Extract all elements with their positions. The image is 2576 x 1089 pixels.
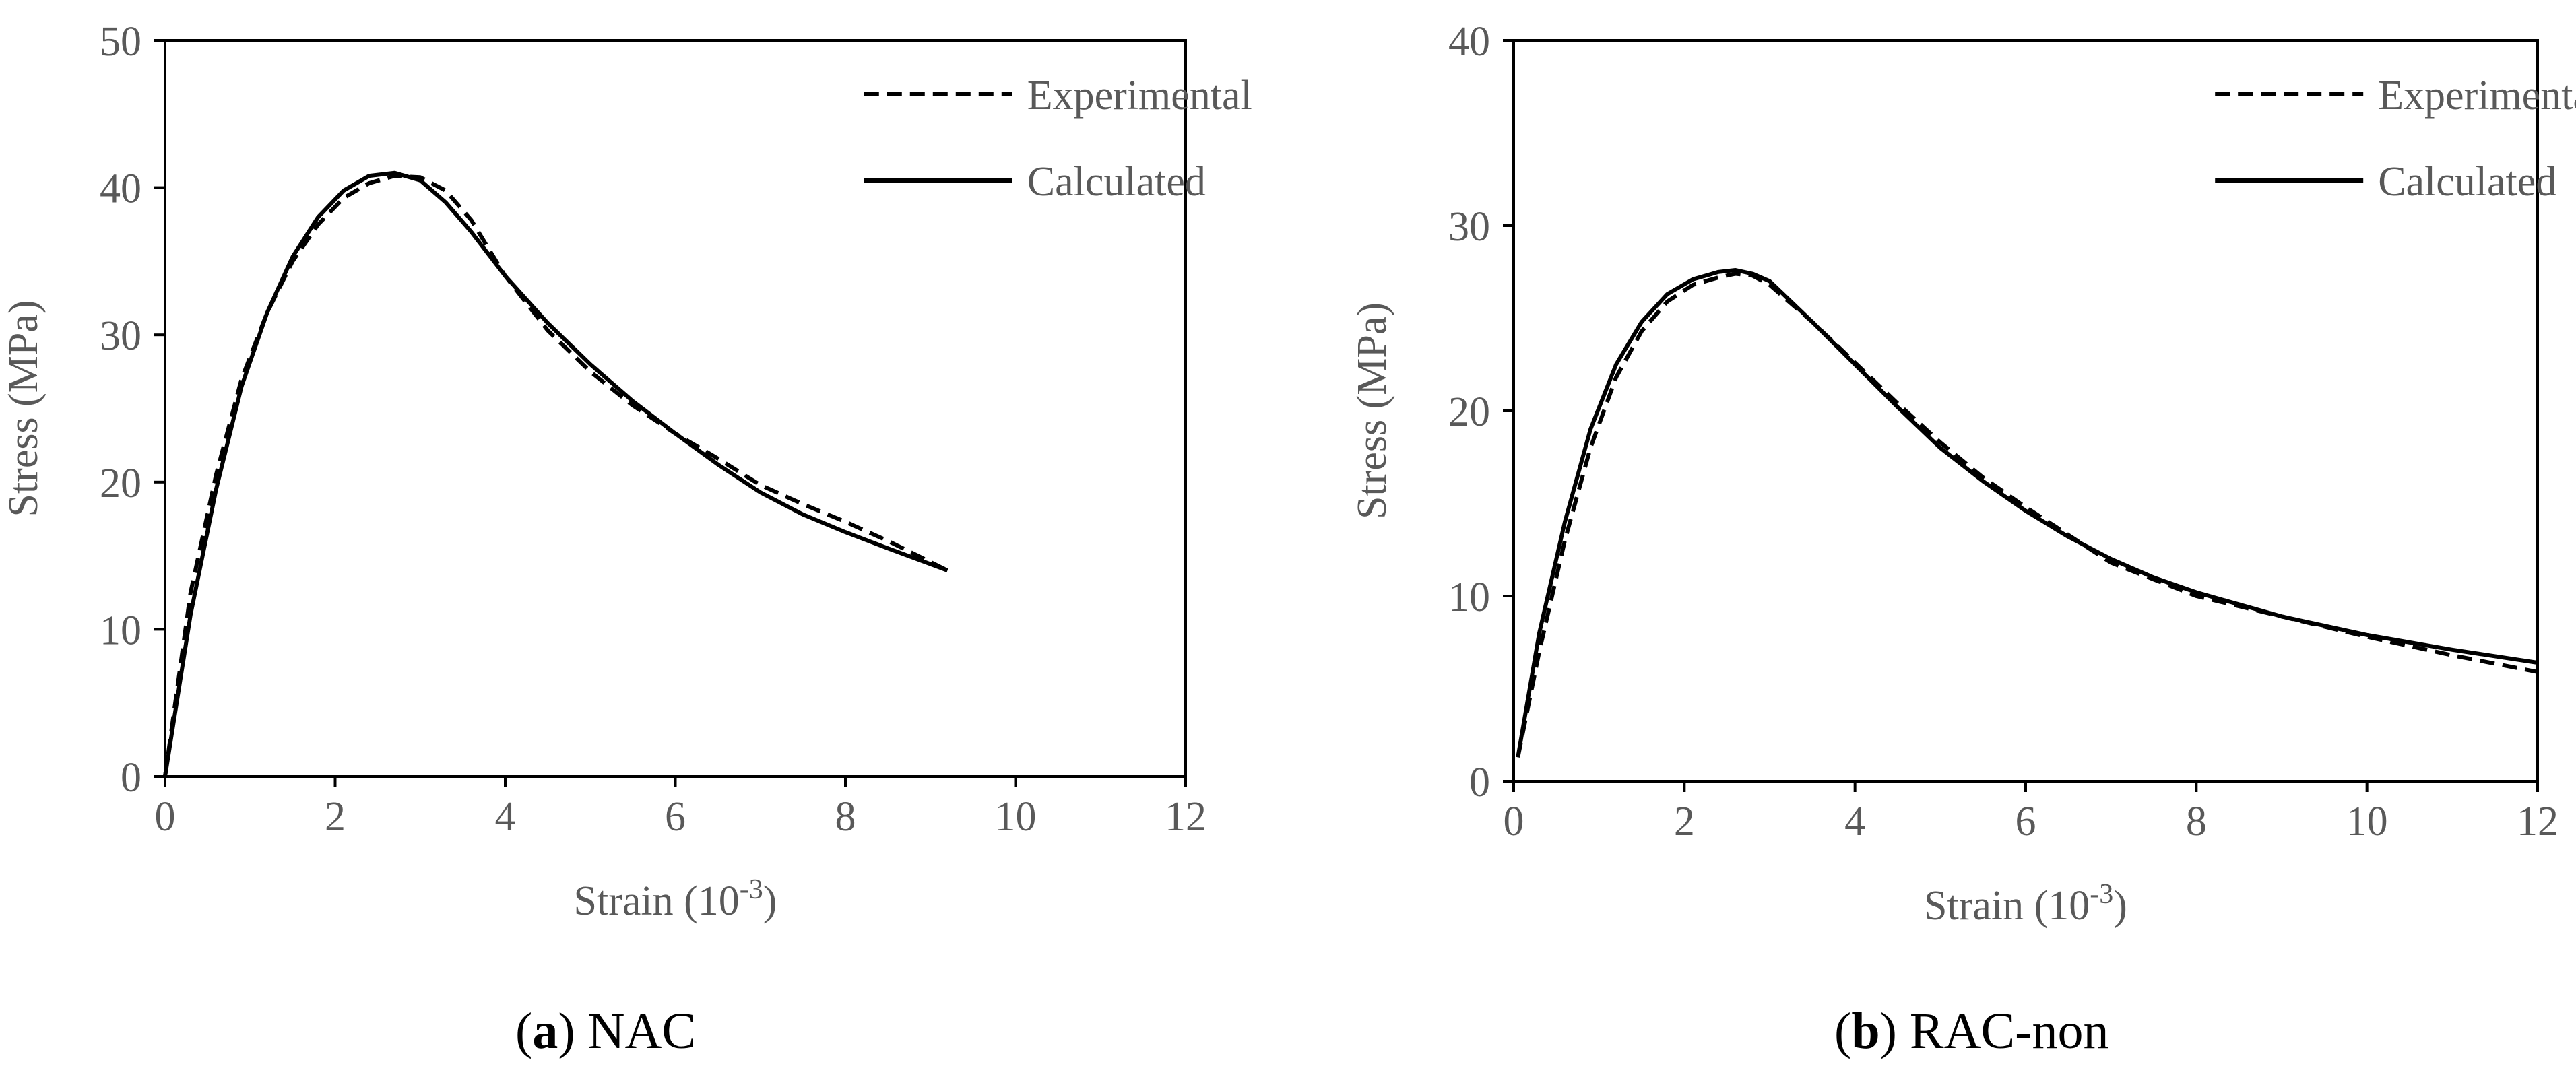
caption-b: (b) RAC-non [1834, 1003, 2109, 1059]
chart-a-frame [164, 39, 1187, 778]
chart-b-x-tick-label: 0 [1504, 799, 1524, 845]
chart-b-x-tick-label: 8 [2186, 799, 2207, 845]
caption-a: (a) NAC [515, 1003, 697, 1059]
chart-a-x-tick-label: 8 [835, 794, 856, 840]
chart-a-series-experimental-line [163, 174, 948, 777]
chart-a-y-tick-label: 30 [100, 313, 141, 359]
chart-b-x-tick-label: 10 [2346, 799, 2388, 845]
caption-b-label: b [1851, 1003, 1880, 1059]
chart-b-plot-area [1512, 39, 2539, 783]
chart-b-y-tick-label: 30 [1448, 204, 1490, 250]
caption-a-label: a [532, 1003, 558, 1059]
chart-b-x-axis-label: Strain (10-3) [1924, 879, 2127, 929]
chart-b-series [1516, 268, 2538, 758]
chart-a-x-tick-label: 10 [995, 794, 1037, 840]
chart-b-y-tick-label: 40 [1448, 19, 1490, 65]
chart-a-y-tick-label: 0 [121, 755, 141, 801]
chart-b-y-tick-label: 0 [1469, 760, 1490, 805]
chart-b-y-axis-label: Stress (MPa) [1349, 302, 1395, 519]
chart-a-x-tick-label: 2 [325, 794, 346, 840]
chart-a-x-axis: 0 2 4 6 8 10 12 [155, 777, 1206, 840]
chart-a-series-calculated-line [163, 170, 948, 777]
chart-a-x-tick-label: 4 [495, 794, 516, 840]
chart-a-x-tick-label: 12 [1165, 794, 1206, 840]
chart-a-x-tick-label: 0 [155, 794, 176, 840]
caption-b-text: RAC-non [1909, 1003, 2109, 1059]
chart-a-y-tick-label: 20 [100, 461, 141, 506]
chart-a-y-axis: 0 10 20 30 40 50 [100, 19, 165, 801]
chart-b-series-experimental-line [1516, 271, 2538, 758]
chart-a-y-axis-label: Stress (MPa) [1, 300, 46, 517]
chart-b-x-tick-label: 6 [2016, 799, 2036, 845]
chart-b-legend-calculated-label: Calculated [2378, 159, 2556, 205]
chart-a-y-tick-label: 10 [100, 607, 141, 653]
chart-a-x-tick-label: 6 [665, 794, 686, 840]
chart-b-series-calculated-line [1516, 268, 2538, 758]
caption-a-text: NAC [587, 1003, 697, 1059]
chart-a-plot-area [164, 39, 1187, 778]
chart-b-y-tick-label: 20 [1448, 389, 1490, 435]
chart-b-x-tick-label: 4 [1844, 799, 1865, 845]
chart-b-y-axis: 0 10 20 30 40 [1448, 19, 1514, 805]
chart-b-x-tick-label: 12 [2517, 799, 2558, 845]
chart-b-frame [1512, 39, 2539, 783]
chart-b: 0 2 4 6 8 10 12 0 10 20 30 40 Experimental Calculat… [1349, 19, 2576, 929]
chart-a-legend-calculated-label: Calculated [1027, 159, 1206, 205]
chart-a-legend: Experimental Calculated [864, 73, 1252, 205]
chart-b-x-axis: 0 2 4 6 8 10 12 [1504, 781, 2558, 845]
chart-a: 0 2 4 6 8 10 12 0 10 20 30 40 50 Experimental Calcul… [1, 19, 1252, 924]
chart-a-x-axis-label: Strain (10-3) [574, 874, 777, 924]
chart-b-legend-experimental-label: Experimental [2378, 73, 2576, 119]
chart-a-y-tick-label: 50 [100, 19, 141, 65]
chart-b-x-tick-label: 2 [1674, 799, 1695, 845]
chart-a-series [163, 170, 948, 777]
chart-a-y-tick-label: 40 [100, 166, 141, 212]
chart-a-legend-experimental-label: Experimental [1027, 73, 1252, 119]
chart-b-legend: Experimental Calculated [2215, 73, 2576, 205]
chart-b-y-tick-label: 10 [1448, 574, 1490, 620]
